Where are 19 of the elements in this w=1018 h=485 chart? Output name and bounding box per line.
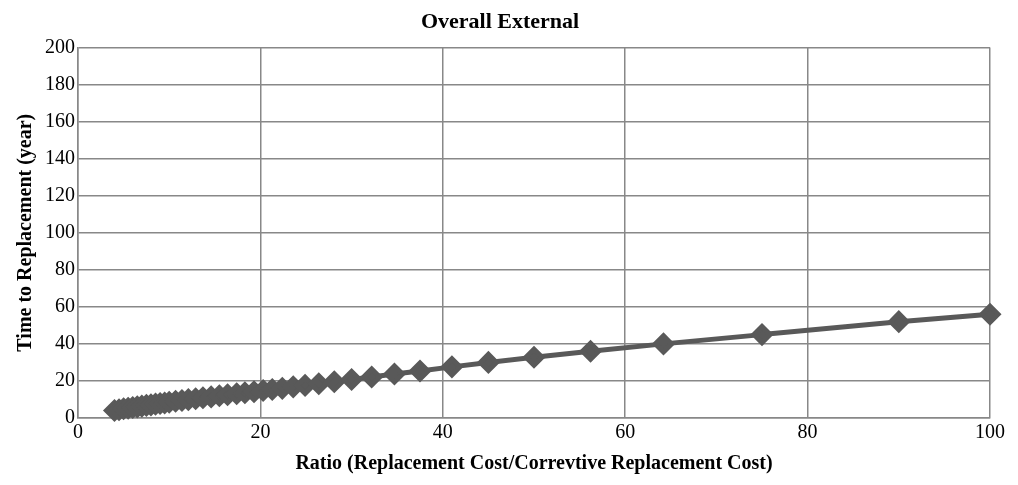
y-tick-label: 160 xyxy=(45,108,75,131)
x-tick-label: 60 xyxy=(615,420,636,443)
y-tick-label: 20 xyxy=(55,368,75,391)
y-tick-label: 60 xyxy=(55,294,75,317)
x-tick-label: 20 xyxy=(250,420,271,443)
x-tick-label: 80 xyxy=(797,420,818,443)
x-tick-label: 40 xyxy=(432,420,453,443)
y-tick-label: 100 xyxy=(45,219,75,242)
y-tick-label: 40 xyxy=(55,331,75,354)
y-tick-label: 140 xyxy=(45,145,75,168)
y-tick-label: 200 xyxy=(45,34,75,57)
x-tick-label: 100 xyxy=(975,420,1005,443)
y-tick-label: 180 xyxy=(45,71,75,94)
y-tick-label: 120 xyxy=(45,182,75,205)
x-axis-title: Ratio (Replacement Cost/Correvtive Replacement Cost) xyxy=(295,451,773,475)
chart-title: Overall External xyxy=(420,7,580,33)
y-tick-label: 0 xyxy=(65,405,75,428)
y-tick-label: 80 xyxy=(55,257,75,280)
y-axis-title: Time to Replacement (year) xyxy=(13,113,37,352)
